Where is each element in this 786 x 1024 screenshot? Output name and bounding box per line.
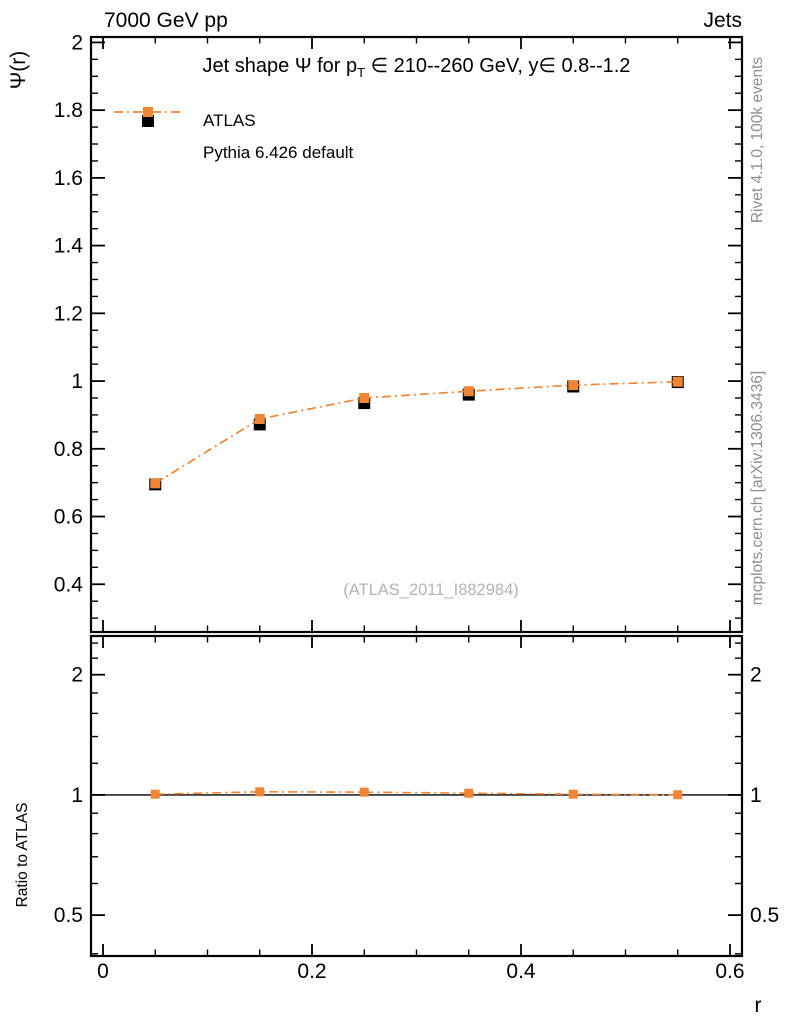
pythia-line [154,380,678,485]
plot-title-suffix: ∈ 210--260 GeV, y∈ 0.8--1.2 [365,55,631,77]
tick-label: 0.8 [54,438,83,461]
tick-label: 1.2 [54,302,83,325]
ratio-panel-frame [89,634,744,958]
main-panel-frame [89,35,744,634]
header-analysis-group: Jets [703,9,742,32]
y-axis-label-ratio: Ratio to ATLAS [14,803,31,908]
pythia-point [463,386,474,397]
tick-label: 1 [71,784,83,807]
pythia-point [254,413,265,424]
ratio-point [673,790,683,800]
ratio-pythia-points [150,787,683,800]
panel-frames [89,35,744,958]
rivet-version-note: Rivet 4.1.0, 100k events [749,57,766,224]
tick-label: 0.6 [54,506,83,529]
analysis-id-watermark: (ATLAS_2011_I882984) [343,581,519,599]
legend-entry-pythia: Pythia 6.426 default [114,107,354,169]
tick-label: 0.5 [750,904,779,927]
x-axis-label: r [755,994,762,1017]
ratio-point [255,787,265,797]
pythia-point [150,478,161,489]
axis-ticks [91,37,742,956]
pythia-point [672,376,683,387]
tick-label: 0.6 [715,960,744,983]
legend-label-atlas: ATLAS [203,111,256,130]
tick-label: 2 [750,664,762,687]
plot-title-subscript: T [357,65,366,80]
ratio-point [464,788,474,798]
tick-label: 0.5 [54,904,83,927]
pythia-point [359,392,370,403]
pythia-point [568,380,579,391]
mcplots-arxiv-note: mcplots.cern.ch [arXiv:1306.3436] [749,371,766,605]
tick-label: 2 [71,664,83,687]
tick-label: 0 [97,960,109,983]
pythia-data-points [150,376,683,489]
atlas-data-points [149,376,684,491]
tick-label: 1 [71,370,83,393]
plot-title-prefix: Jet shape Ψ for p [202,55,358,77]
y-axis-label-main: Ψ(r) [7,51,30,90]
tick-label: 1.4 [54,235,84,258]
axis-tick-labels: 0.4 0.6 0.8 1 1.2 1.4 1.6 1.8 2 0.5 0.5 1 1 2 2 0 0.2 0.4… [54,31,779,983]
tick-label: 1.6 [54,167,83,190]
legend-label-pythia: Pythia 6.426 default [203,143,354,162]
ratio-point [150,789,160,799]
legend-entry-atlas: ATLAS [114,105,353,137]
tick-label: 1.8 [54,99,83,122]
tick-label: 0.4 [506,960,536,983]
tick-label: 0.4 [54,573,84,596]
plot-title: Jet shape Ψ for pT ∈ 210--260 GeV, y∈ 0.… [91,53,742,80]
header-beam-energy: 7000 GeV pp [104,9,228,32]
ratio-point [359,787,369,797]
ratio-point [568,789,578,799]
tick-label: 1 [750,784,762,807]
legend: ATLAS Pythia 6.426 default [114,105,353,169]
tick-label: 0.2 [297,960,326,983]
ratio-pythia-line [155,791,678,796]
atlas-square-icon [114,115,182,127]
tick-label: 2 [71,31,83,54]
